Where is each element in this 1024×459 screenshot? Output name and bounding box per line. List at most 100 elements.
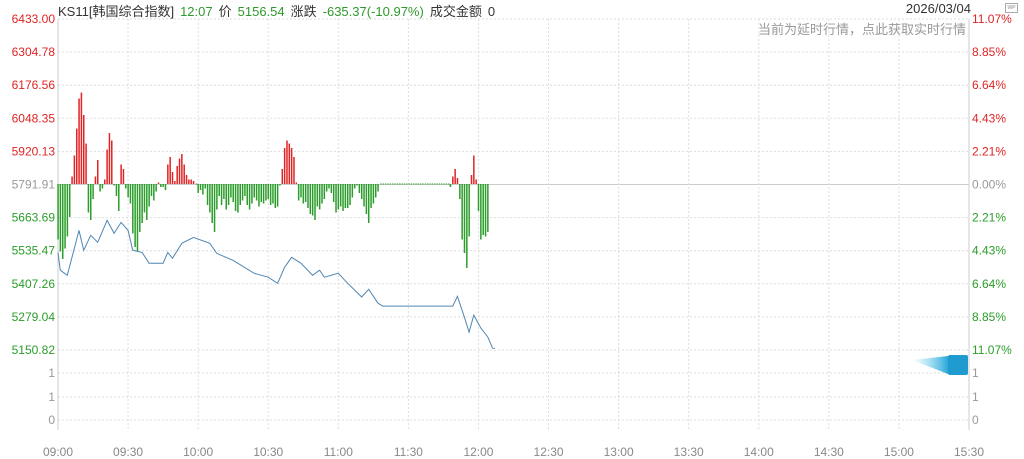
bar-mark	[127, 184, 129, 198]
bar-mark	[176, 166, 178, 184]
bar-mark	[445, 183, 448, 185]
bar-mark	[192, 181, 195, 184]
bar-mark	[111, 140, 113, 184]
bar-mark	[283, 148, 286, 184]
bar-mark	[141, 184, 143, 223]
bar-mark	[309, 184, 312, 214]
bar-mark	[318, 184, 321, 210]
x-tick-label: 15:00	[884, 445, 914, 459]
bar-mark	[461, 184, 463, 240]
bar-mark	[237, 184, 239, 213]
bar-mark	[209, 184, 211, 213]
x-tick-label: 14:30	[814, 445, 844, 459]
bar-mark	[321, 184, 323, 204]
bar-mark	[413, 183, 415, 185]
bar-mark	[449, 184, 452, 187]
y-tick-label: 6433.00	[12, 12, 56, 26]
x-tick-label: 12:00	[463, 445, 493, 459]
bar-mark	[363, 184, 365, 207]
bar-mark	[68, 184, 71, 217]
bar-mark	[101, 184, 104, 189]
bar-mark	[417, 183, 420, 185]
bar-mark	[438, 183, 441, 185]
bar-mark	[122, 169, 125, 184]
bar-mark	[346, 184, 349, 208]
bar-mark	[234, 184, 237, 211]
x-tick-label: 14:00	[744, 445, 774, 459]
y-tick-label-right: 11.07%	[972, 343, 1012, 357]
x-tick-label: 09:30	[113, 445, 143, 459]
bar-mark	[297, 184, 300, 201]
bar-mark	[473, 155, 475, 184]
bar-mark	[157, 182, 160, 184]
price-line	[57, 219, 495, 349]
y-tick-label: 6304.78	[12, 45, 56, 59]
bar-mark	[78, 98, 80, 184]
y-tick-label: 5279.04	[12, 310, 56, 324]
bar-mark	[436, 183, 438, 185]
bar-mark	[143, 184, 146, 213]
bar-mark	[178, 158, 181, 184]
bar-mark	[248, 184, 251, 210]
realtime-quote-link[interactable]: 当前为延时行情，点此获取实时行情	[757, 22, 966, 37]
bar-mark	[220, 184, 223, 205]
bar-mark	[148, 184, 150, 207]
bar-mark	[118, 184, 120, 211]
bar-mark	[470, 175, 473, 184]
bar-mark	[162, 184, 164, 187]
bar-mark	[480, 184, 482, 240]
bar-mark	[246, 184, 249, 205]
bar-mark	[251, 184, 253, 204]
change-value: -635.37(-10.97%)	[322, 4, 424, 19]
bar-mark	[434, 183, 436, 185]
bar-mark	[441, 183, 443, 185]
y-tick-label-right: 8.85%	[972, 310, 1006, 324]
bar-mark	[422, 183, 424, 185]
bar-mark	[406, 183, 408, 185]
bar-mark	[456, 178, 459, 184]
bar-mark	[281, 169, 284, 184]
bar-mark	[183, 164, 185, 184]
bar-mark	[424, 183, 427, 185]
bar-mark	[477, 184, 480, 211]
bar-mark	[330, 184, 333, 193]
x-tick-label: 11:30	[394, 445, 423, 459]
y-tick-label-right: 4.43%	[972, 111, 1006, 125]
bar-mark	[274, 184, 277, 208]
x-tick-label: 10:00	[183, 445, 213, 459]
bar-mark	[328, 184, 330, 189]
bar-mark	[293, 157, 295, 184]
bar-mark	[452, 176, 454, 184]
bar-mark	[337, 184, 340, 210]
bar-mark	[211, 184, 213, 223]
bar-mark	[71, 176, 73, 184]
bar-mark	[139, 184, 141, 232]
y-tick-label-right: 0	[972, 413, 979, 427]
bar-mark	[80, 92, 83, 184]
x-tick-label: 10:30	[253, 445, 283, 459]
bar-mark	[431, 183, 434, 185]
bar-mark	[241, 184, 244, 201]
bar-mark	[57, 184, 59, 240]
y-tick-label: 0	[48, 413, 55, 427]
bar-mark	[75, 128, 78, 184]
bar-mark	[171, 172, 174, 184]
scroll-handle-icon[interactable]	[912, 354, 968, 376]
bar-mark	[370, 184, 372, 208]
bar-mark	[134, 184, 136, 247]
bar-mark	[227, 184, 230, 205]
bar-mark	[108, 133, 111, 184]
index-code: KS11[韩国综合指数]	[58, 4, 175, 19]
y-tick-label-right: 4.43%	[972, 244, 1006, 258]
y-tick-label: 1	[48, 366, 55, 380]
bar-mark	[190, 179, 192, 184]
bar-mark	[288, 143, 291, 184]
bar-mark	[218, 184, 220, 196]
bar-mark	[61, 184, 64, 259]
wp-icon[interactable]: WP	[1005, 3, 1018, 13]
bar-mark	[304, 184, 307, 202]
bar-mark	[174, 181, 176, 184]
bar-mark	[225, 184, 227, 210]
bar-mark	[276, 184, 279, 207]
bar-mark	[106, 149, 108, 184]
